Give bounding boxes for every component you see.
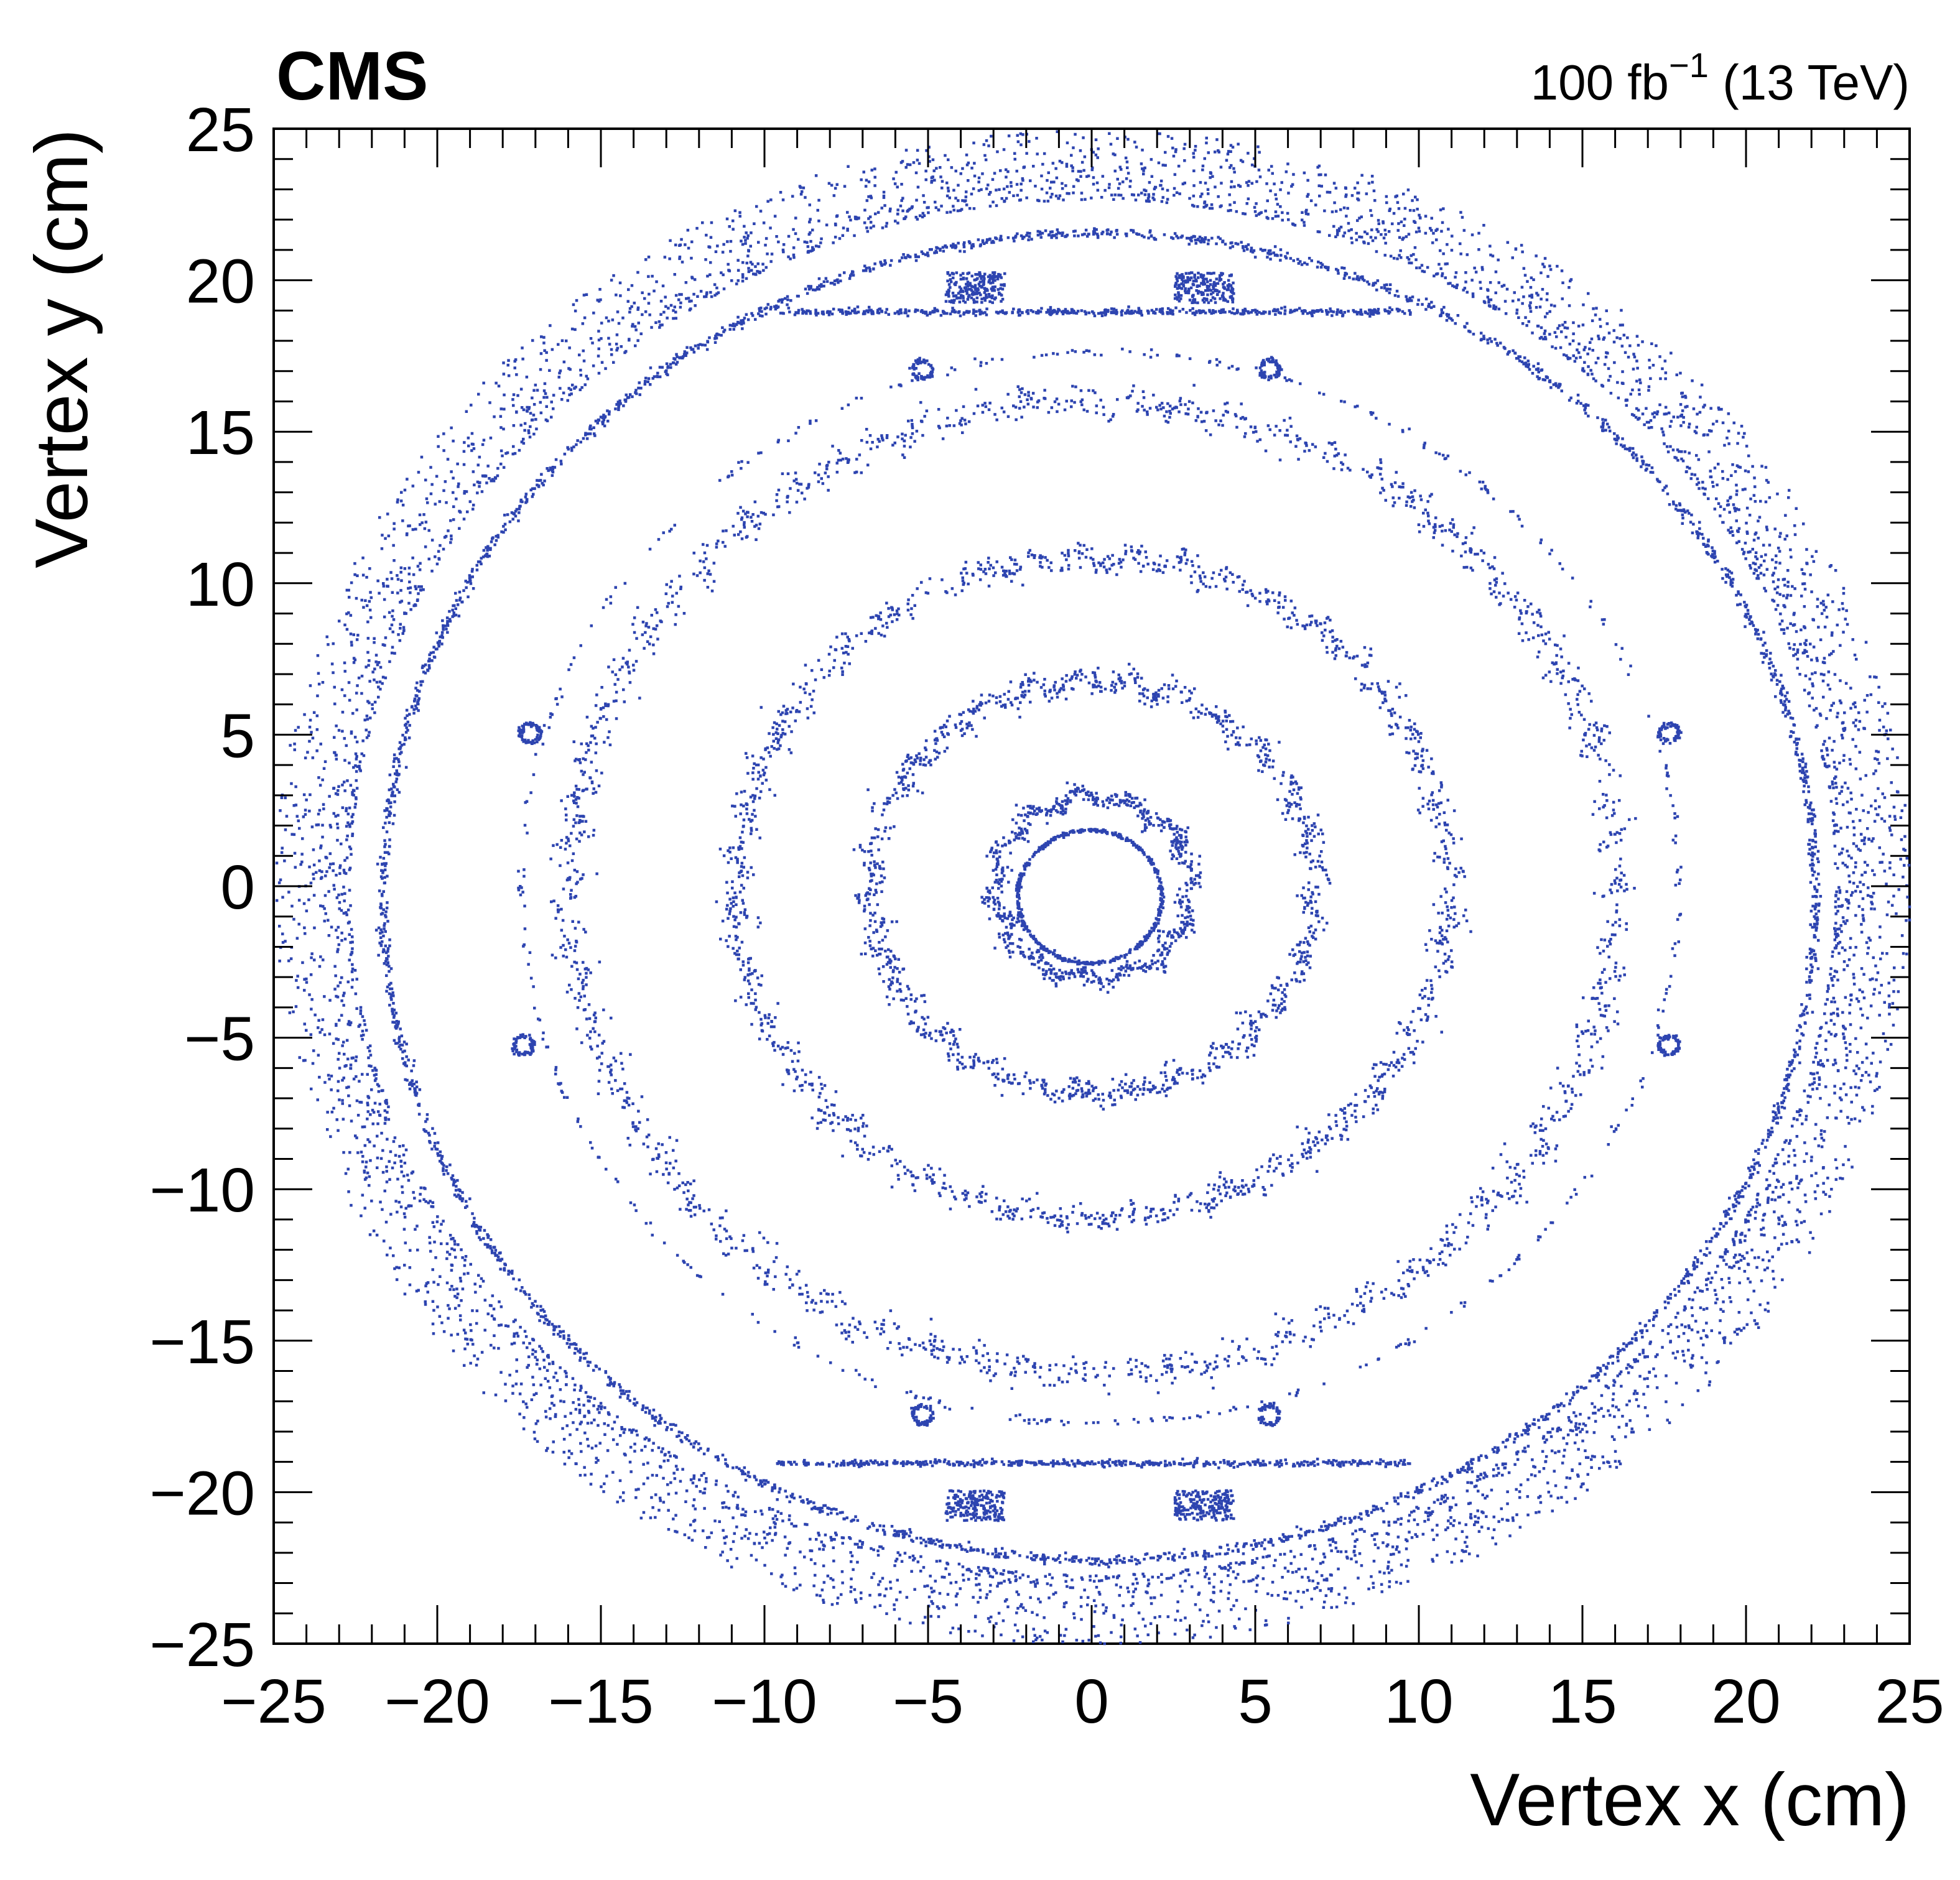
y-tick-label: 5: [220, 701, 255, 771]
x-axis-title: Vertex x (cm): [1470, 1758, 1910, 1841]
y-tick-label: 10: [186, 550, 255, 619]
lumi-value: 100 fb: [1531, 55, 1669, 110]
x-tick-label: 20: [1711, 1667, 1780, 1736]
y-tick-label: −20: [149, 1458, 255, 1528]
experiment-label: CMS: [276, 38, 428, 114]
x-tick-label: 5: [1238, 1667, 1273, 1736]
y-tick-label: 15: [186, 398, 255, 468]
lumi-exponent: −1: [1669, 45, 1709, 85]
y-tick-labels: −25 −20 −15 −10 −5 0 5 10 15 20 25: [149, 95, 255, 1680]
x-tick-label: 10: [1384, 1667, 1453, 1736]
x-tick-labels: −25 −20 −15 −10 −5 0 5 10 15 20 25: [221, 1667, 1944, 1736]
luminosity-label: 100 fb−1 (13 TeV): [1531, 45, 1910, 110]
y-tick-label: −15: [149, 1307, 255, 1377]
x-tick-label: −10: [712, 1667, 817, 1736]
axis-ticks: [272, 127, 1911, 1645]
x-tick-label: 25: [1875, 1667, 1944, 1736]
y-tick-label: 25: [186, 95, 255, 165]
y-tick-label: 20: [186, 247, 255, 317]
y-axis-title: Vertex y (cm): [20, 129, 103, 568]
y-tick-label: 0: [220, 853, 255, 922]
x-tick-label: 0: [1074, 1667, 1109, 1736]
lumi-energy: (13 TeV): [1722, 55, 1910, 110]
x-tick-label: −15: [548, 1667, 654, 1736]
y-tick-label: −10: [149, 1155, 255, 1225]
x-tick-label: −25: [221, 1667, 327, 1736]
y-tick-label: −25: [149, 1610, 255, 1680]
x-tick-label: −5: [893, 1667, 964, 1736]
x-tick-label: 15: [1548, 1667, 1617, 1736]
x-tick-label: −20: [384, 1667, 490, 1736]
y-tick-label: −5: [184, 1004, 255, 1074]
